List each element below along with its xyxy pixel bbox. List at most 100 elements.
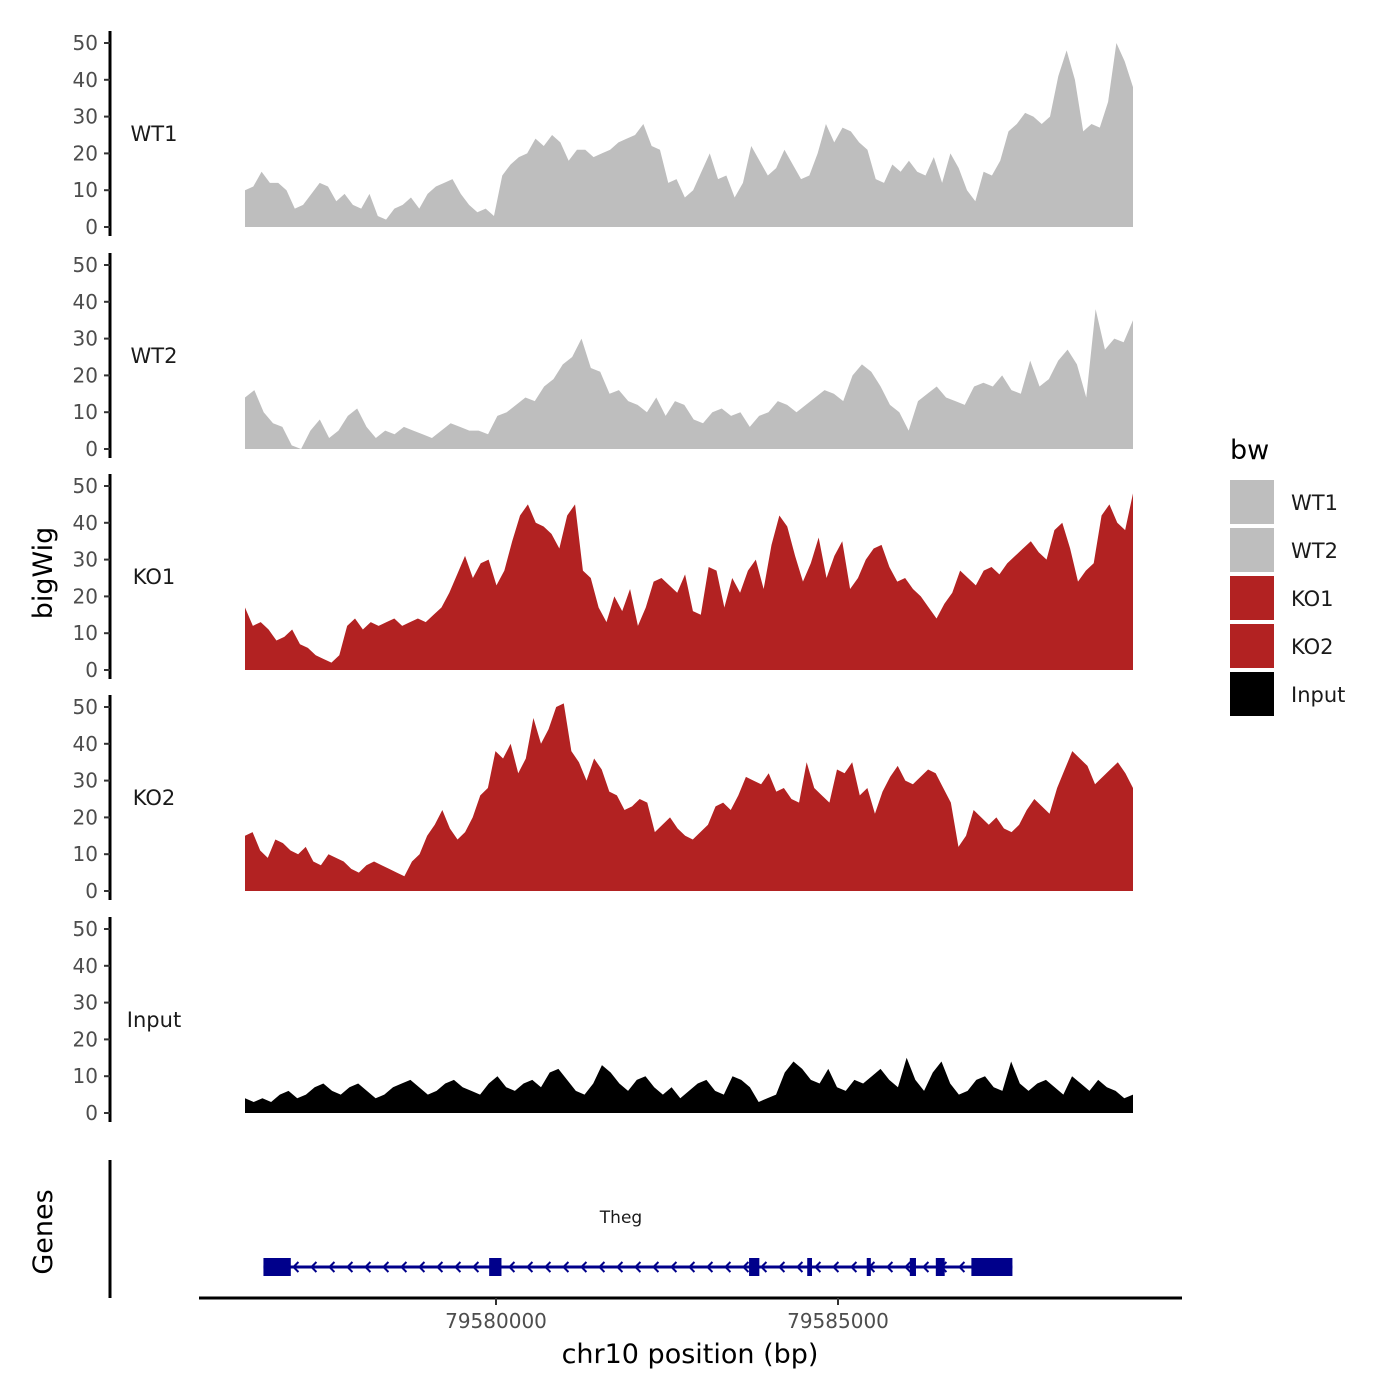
legend-label: Input [1291, 683, 1345, 707]
signal-tracks: 0 10 20 30 40 50 WT1 0 10 20 30 40 50 WT2 0 10 20 30 40 50 K… [73, 31, 1133, 1125]
strand-arrow [310, 1261, 318, 1273]
track-input: 0 10 20 30 40 50 Input [73, 917, 1133, 1125]
y-tick-label: 0 [85, 658, 98, 682]
strand-arrow [814, 1261, 822, 1273]
genes-axis-title: Genes [28, 1189, 59, 1274]
exon [971, 1258, 1013, 1276]
strand-arrow [760, 1261, 768, 1273]
strand-arrow [364, 1261, 372, 1273]
y-tick-label: 40 [73, 954, 98, 978]
strand-arrow [670, 1261, 678, 1273]
legend: bw WT1 WT2 KO1 KO2 Input [1230, 435, 1345, 716]
track-label: WT1 [131, 122, 178, 146]
legend-title: bw [1230, 435, 1269, 466]
track-label: KO1 [133, 565, 176, 589]
y-tick-label: 0 [85, 215, 98, 239]
y-tick-label: 50 [73, 917, 98, 941]
y-tick-label: 10 [73, 621, 98, 645]
strand-arrow [796, 1261, 804, 1273]
y-tick-label: 0 [85, 437, 98, 461]
exon [749, 1258, 760, 1276]
y-tick-label: 10 [73, 1064, 98, 1088]
x-axis-title: chr10 position (bp) [562, 1339, 819, 1370]
area-input [245, 1057, 1133, 1113]
strand-arrow [418, 1261, 426, 1273]
strand-arrow [346, 1261, 354, 1273]
area-ko2 [245, 703, 1133, 891]
strand-arrow [958, 1261, 966, 1273]
track-label: WT2 [131, 344, 178, 368]
exon [935, 1258, 945, 1276]
legend-key-ko1 [1230, 576, 1274, 620]
strand-arrow [598, 1261, 606, 1273]
y-tick-label: 40 [73, 290, 98, 314]
y-tick-label: 30 [73, 327, 98, 351]
strand-arrow [292, 1261, 300, 1273]
y-tick-label: 20 [73, 805, 98, 829]
y-tick-label: 10 [73, 400, 98, 424]
track-label: KO2 [133, 786, 176, 810]
strand-arrow [904, 1261, 912, 1273]
legend-label: WT1 [1291, 491, 1338, 515]
strand-arrow [472, 1261, 480, 1273]
y-tick-label: 30 [73, 105, 98, 129]
strand-arrow [382, 1261, 390, 1273]
strand-arrow [616, 1261, 624, 1273]
legend-key-wt2 [1230, 528, 1274, 572]
y-tick-label: 50 [73, 474, 98, 498]
y-tick-label: 20 [73, 363, 98, 387]
strand-arrow [922, 1261, 930, 1273]
track-ko1: 0 10 20 30 40 50 KO1 [73, 474, 1133, 682]
x-tick-label: 79580000 [445, 1309, 547, 1333]
y-tick-label: 30 [73, 991, 98, 1015]
strand-arrow [886, 1261, 894, 1273]
y-tick-label: 30 [73, 769, 98, 793]
exon [489, 1258, 502, 1276]
strand-arrow [832, 1261, 840, 1273]
area-ko1 [245, 493, 1133, 670]
strand-arrow [580, 1261, 588, 1273]
y-tick-label: 10 [73, 178, 98, 202]
area-wt1 [245, 43, 1133, 227]
track-wt1: 0 10 20 30 40 50 WT1 [73, 31, 1133, 239]
legend-label: KO2 [1291, 635, 1334, 659]
strand-arrow [436, 1261, 444, 1273]
y-tick-label: 0 [85, 879, 98, 903]
exon [807, 1258, 813, 1276]
strand-arrow [724, 1261, 732, 1273]
y-tick-label: 40 [73, 68, 98, 92]
track-label: Input [127, 1008, 181, 1032]
strand-arrow [562, 1261, 570, 1273]
strand-arrow [544, 1261, 552, 1273]
x-axis: 79580000 79585000 [199, 1296, 1182, 1333]
legend-key-input [1230, 672, 1274, 716]
track-wt2: 0 10 20 30 40 50 WT2 [73, 253, 1133, 461]
track-ko2: 0 10 20 30 40 50 KO2 [73, 695, 1133, 903]
strand-arrow [850, 1261, 858, 1273]
y-tick-label: 40 [73, 511, 98, 535]
exon [909, 1258, 916, 1276]
strand-arrow [328, 1261, 336, 1273]
strand-arrow [508, 1261, 516, 1273]
y-tick-label: 40 [73, 732, 98, 756]
strand-arrow [400, 1261, 408, 1273]
legend-label: WT2 [1291, 539, 1338, 563]
strand-arrow [778, 1261, 786, 1273]
strand-arrow [742, 1261, 750, 1273]
y-tick-label: 30 [73, 548, 98, 572]
y-tick-label: 50 [73, 31, 98, 55]
gene-name-label: Theg [599, 1208, 642, 1228]
strand-arrow [454, 1261, 462, 1273]
y-tick-label: 20 [73, 141, 98, 165]
legend-key-wt1 [1230, 480, 1274, 524]
strand-arrow [706, 1261, 714, 1273]
y-axis-title: bigWig [28, 527, 59, 620]
strand-arrow [634, 1261, 642, 1273]
y-tick-label: 50 [73, 253, 98, 277]
exon [263, 1258, 291, 1276]
strand-arrow [688, 1261, 696, 1273]
y-tick-label: 0 [85, 1101, 98, 1125]
exon [866, 1258, 871, 1276]
strand-arrow [526, 1261, 534, 1273]
y-tick-label: 10 [73, 842, 98, 866]
